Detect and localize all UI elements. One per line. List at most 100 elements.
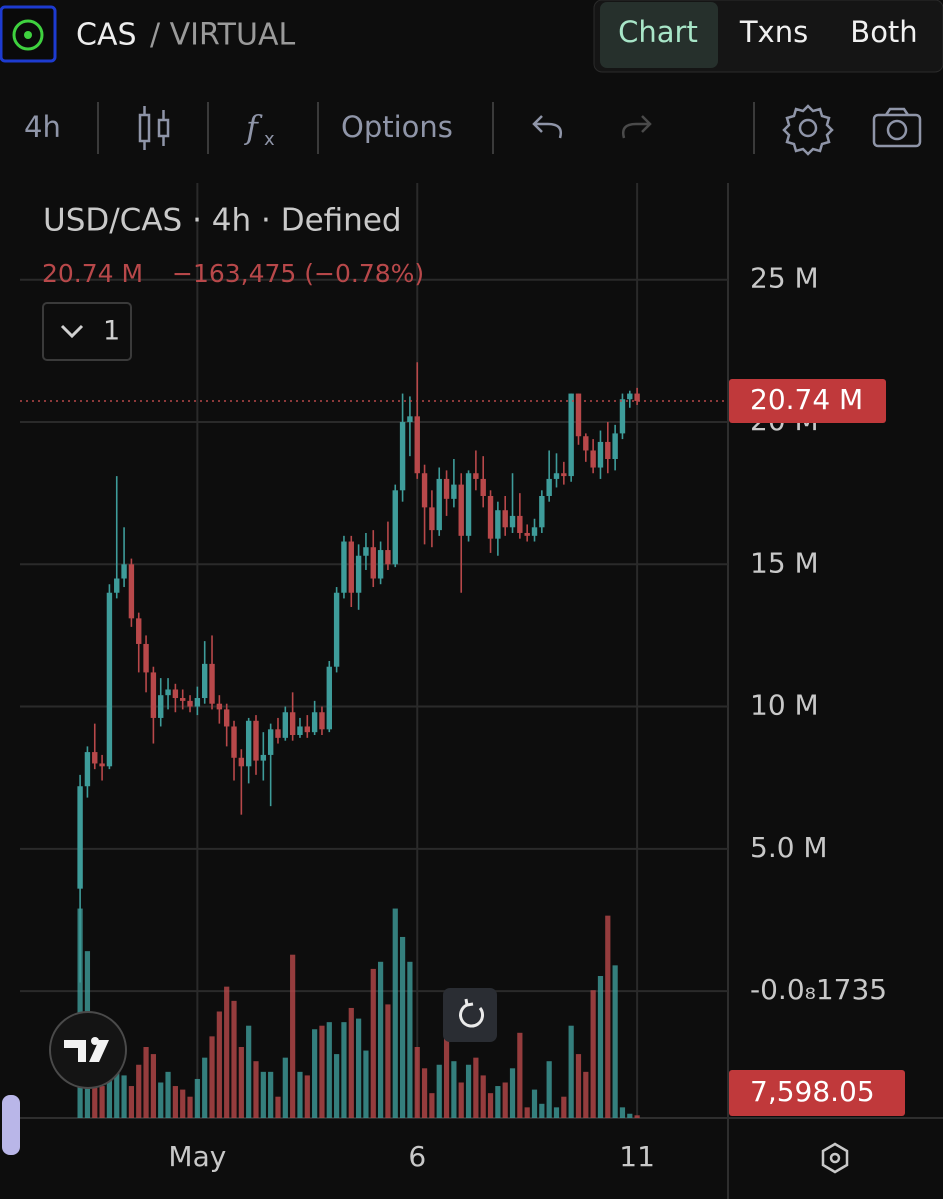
candle-body	[216, 703, 223, 710]
tab[interactable]: Txns	[739, 15, 808, 49]
volume-bar	[414, 1047, 420, 1118]
candle-body	[289, 712, 296, 736]
candle-body	[355, 555, 362, 593]
redo-icon[interactable]	[622, 115, 652, 139]
candle-body	[568, 393, 574, 477]
logo-ring	[12, 19, 44, 51]
candle-body	[451, 484, 457, 499]
volume-bar	[363, 1050, 369, 1118]
y-tick-label: -0.0₈1735	[750, 973, 887, 1006]
candle-body	[231, 726, 237, 758]
candle-body	[84, 752, 91, 787]
candle-body	[524, 532, 530, 536]
settings-icon[interactable]	[782, 104, 834, 156]
volume-bar	[487, 1093, 494, 1118]
reset-button[interactable]	[443, 988, 497, 1042]
volume-bar	[326, 1022, 332, 1118]
volume-bar	[473, 1057, 479, 1118]
candle-icon[interactable]	[138, 106, 170, 150]
candle-body	[267, 729, 274, 755]
x-tick-label: May	[168, 1140, 226, 1173]
scroll-handle[interactable]	[2, 1095, 20, 1155]
volume-bar	[553, 1107, 560, 1118]
candle-body	[392, 490, 398, 565]
candle-body	[106, 592, 113, 767]
candle-body	[77, 786, 83, 889]
options-button[interactable]: Options	[341, 110, 453, 144]
candle-body	[180, 698, 186, 701]
candle-body	[421, 473, 428, 508]
volume-bar	[194, 1078, 200, 1118]
volume-bar	[348, 1007, 354, 1118]
candle-body	[201, 663, 208, 699]
tab[interactable]: Both	[850, 15, 917, 49]
candle-body	[311, 712, 318, 733]
candle-body	[634, 393, 640, 401]
logo-dot	[24, 31, 32, 39]
volume-bar	[158, 1082, 164, 1118]
volume-bar	[575, 1054, 582, 1118]
candle-body	[502, 510, 508, 528]
volume-bar	[517, 1032, 523, 1118]
volume-bar	[216, 1011, 222, 1118]
status-close: 20.74 M	[42, 259, 143, 288]
volume-bar	[180, 1089, 186, 1118]
volume-bar	[605, 915, 611, 1118]
volume-bar	[451, 1061, 457, 1118]
volume-bar	[290, 954, 296, 1118]
pair-quote: / VIRTUAL	[150, 18, 295, 53]
volume-bar	[312, 1029, 318, 1118]
candle-body	[363, 547, 369, 556]
candle-body	[143, 643, 149, 673]
candle-body	[238, 757, 245, 767]
volume-bar	[297, 1071, 303, 1118]
indicators-count: 1	[103, 316, 120, 347]
candle-body	[304, 726, 311, 733]
interval[interactable]: 4h	[24, 110, 61, 144]
volume-bar	[377, 961, 384, 1118]
volume-bar	[209, 1036, 215, 1118]
candle-body	[531, 527, 538, 536]
volume-bar	[128, 1086, 135, 1118]
candle-body	[553, 473, 560, 479]
candle-body	[509, 515, 516, 528]
candle-body	[150, 672, 157, 718]
candle-body	[407, 416, 413, 423]
indicators-toggle[interactable]	[42, 302, 132, 361]
volume-bar	[524, 1107, 530, 1118]
last-volume-label: 7,598.05	[750, 1075, 875, 1108]
volume-bar	[465, 1064, 472, 1118]
candle-body	[245, 720, 252, 767]
chart-title: USD/CAS · 4h · Defined	[43, 203, 402, 239]
candle-body	[128, 564, 135, 619]
candle-body	[370, 547, 376, 579]
candle-body	[165, 689, 171, 696]
last-volume-box	[729, 1070, 905, 1116]
candle-body	[495, 510, 501, 539]
candle-body	[209, 663, 215, 704]
tab[interactable]: Chart	[618, 15, 698, 49]
candle-body	[517, 515, 523, 533]
x-tick-label: 11	[619, 1140, 655, 1173]
volume-bar	[202, 1057, 208, 1118]
chevron	[60, 324, 84, 339]
tv-logo[interactable]	[49, 1011, 127, 1089]
last-price-label: 20.74 M	[750, 383, 863, 416]
candle-body	[297, 726, 303, 736]
undo-icon[interactable]	[532, 115, 562, 139]
candle-body	[253, 720, 259, 761]
volume-bar	[429, 1093, 435, 1118]
candle-body	[121, 564, 127, 579]
reset-icon	[459, 998, 485, 1028]
candle-body	[92, 752, 98, 764]
volume-bar	[502, 1082, 508, 1118]
axis-settings[interactable]	[821, 1142, 849, 1174]
volume-bar	[627, 1113, 633, 1118]
camera-icon[interactable]	[872, 107, 922, 148]
candle-body	[275, 729, 281, 738]
candle-body	[194, 698, 201, 707]
candle-body	[473, 473, 479, 479]
volume-bar	[399, 936, 406, 1118]
candle-body	[458, 484, 464, 536]
